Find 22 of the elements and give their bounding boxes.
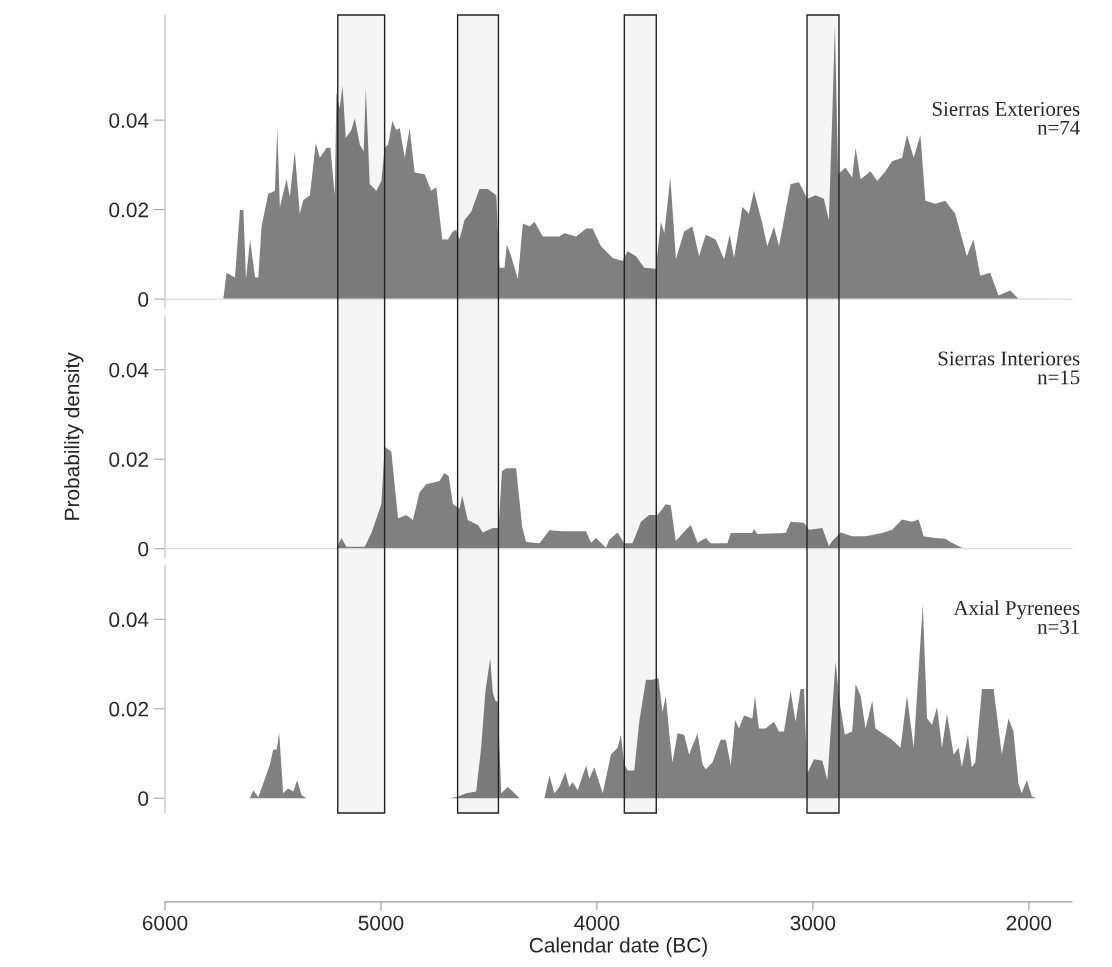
x-tick-label: 4000 [574,915,620,931]
y-axis-title: Probability density [64,352,84,520]
y-tick-label: 0 [138,292,149,307]
y-tick-label: 0.02 [109,202,148,218]
x-tick-label: 6000 [142,915,188,931]
y-tick-label: 0.04 [109,113,149,128]
text: n=15 [1037,370,1080,385]
text: Axial Pyrenees [953,600,1080,620]
text: n=31 [1037,619,1079,634]
y-tick-label: 0.02 [109,701,148,717]
x-axis-title: Calendar date (BC) [529,937,707,957]
text: Sierras Interiores [938,351,1080,366]
x-tick-label: 5000 [358,915,404,931]
y-tick-label: 0.02 [109,452,148,467]
y-tick-label: 0.04 [109,612,149,628]
x-tick-label: 3000 [790,915,836,931]
y-tick-label: 0 [138,541,149,557]
x-tick-label: 2000 [1006,915,1052,931]
text: Sierras Exteriores [932,101,1080,116]
y-tick-label: 0 [138,791,149,806]
y-tick-label: 0.04 [109,362,149,378]
text: n=74 [1037,120,1080,135]
